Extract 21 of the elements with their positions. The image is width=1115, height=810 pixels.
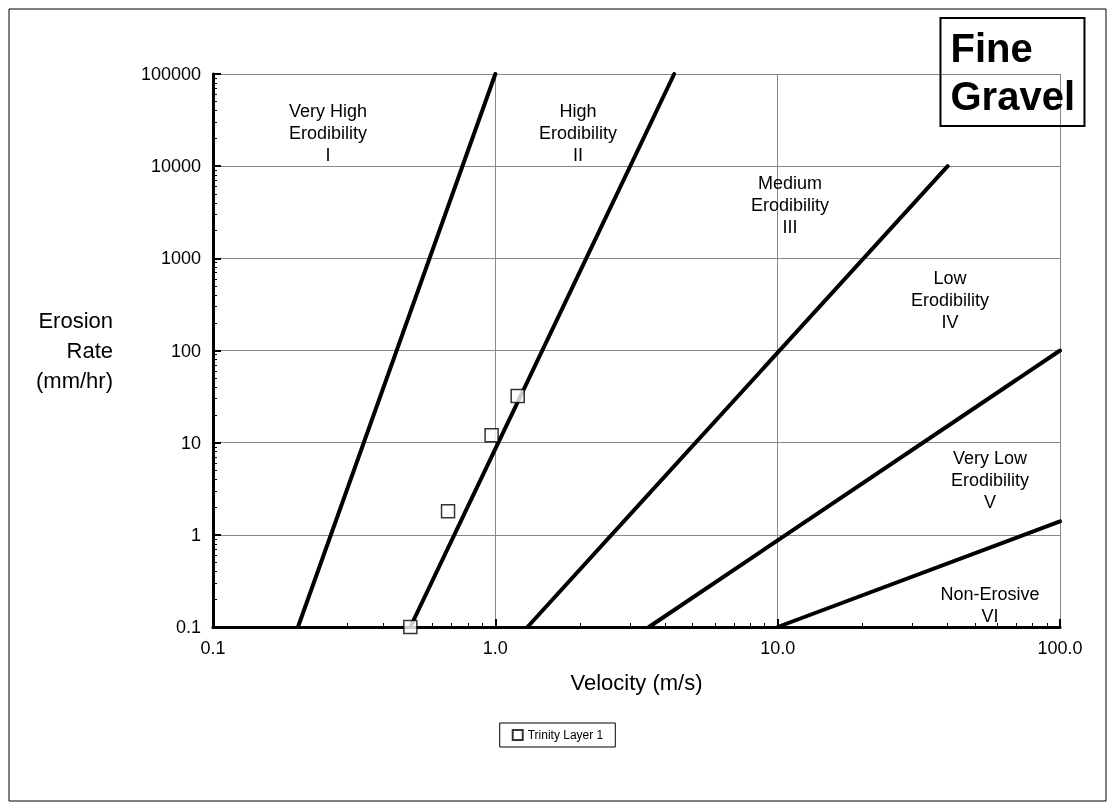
annotation: Low Erodibility IV: [910, 268, 990, 332]
y-axis-title: Erosion Rate (mm/hr): [36, 308, 113, 393]
y-tick-label: 100000: [140, 64, 201, 84]
y-tick-label: 10000: [150, 156, 201, 177]
x-tick-label: 0.1: [200, 638, 226, 658]
x-tick-label: 100.0: [1037, 638, 1083, 658]
annotation: High Erodibility II: [538, 101, 618, 165]
x-tick-label: 1.0: [482, 638, 508, 658]
y-tick-label: 10: [180, 432, 201, 453]
annotation: Medium Erodibility III: [750, 173, 830, 237]
annotation: Non-Erosive VI: [940, 584, 1040, 626]
chart-title: Fine Gravel: [950, 26, 1075, 118]
x-tick-label: 10.0: [760, 638, 796, 658]
annotation: Very Low Erodibility V: [950, 448, 1030, 512]
y-tick-label: 1000: [160, 248, 201, 269]
y-tick-label: 1: [190, 524, 201, 545]
annotation: Very High Erodibility I: [288, 101, 368, 165]
legend-label: Trinity Layer 1: [527, 728, 604, 742]
y-tick-label: 0.1: [175, 617, 201, 637]
y-tick-label: 100: [170, 340, 201, 361]
x-axis-title: Velocity (m/s): [570, 669, 703, 695]
